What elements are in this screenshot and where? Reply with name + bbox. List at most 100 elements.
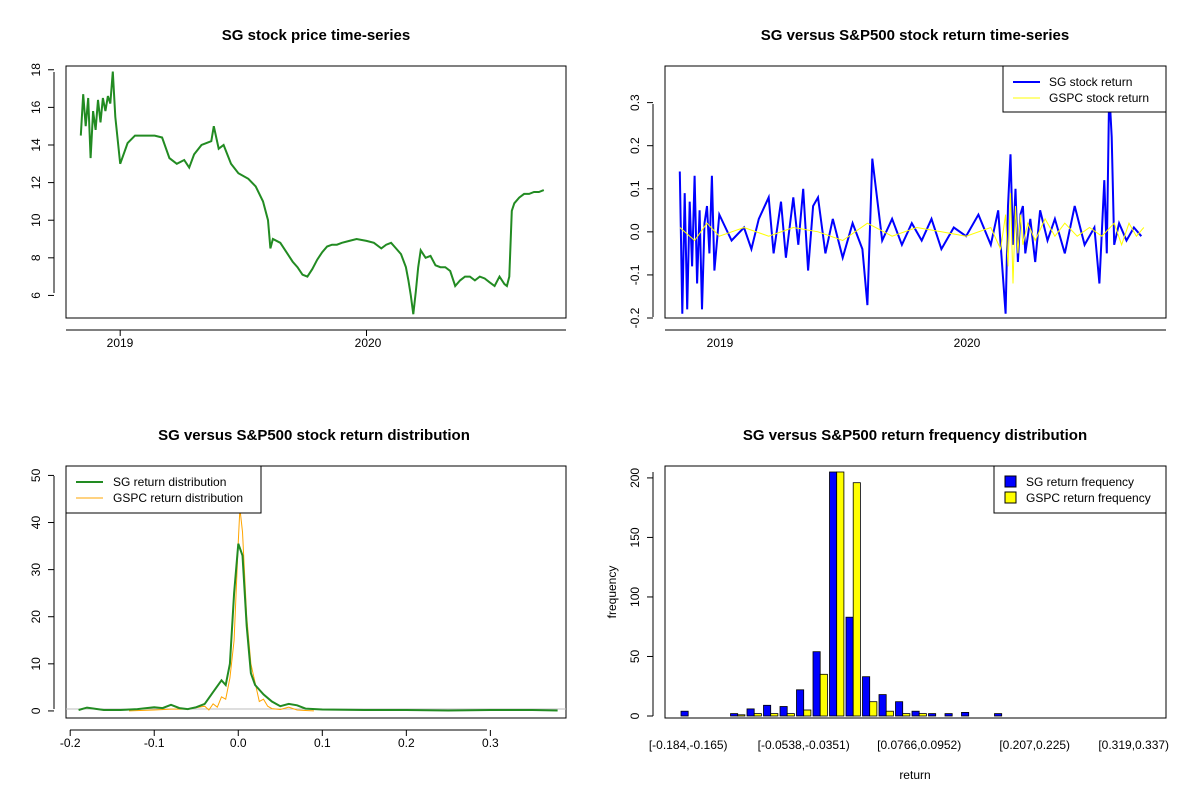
y-axis: -0.2 -0.1 0.0 0.1 0.2 0.3: [628, 94, 654, 328]
chart-title: SG versus S&P500 stock return distributi…: [158, 427, 470, 444]
legend-label: GSPC return distribution: [113, 491, 243, 505]
legend-box: [993, 465, 1167, 514]
chart-sg-price: SG stock price time-series 2019 2020 6 8…: [29, 27, 567, 350]
x-tick-label: 0.3: [482, 736, 499, 750]
y-tick-label: 0.2: [628, 137, 642, 154]
x-tick-label: 0.2: [398, 736, 415, 750]
bar: [836, 471, 845, 717]
bar: [885, 710, 894, 717]
bar: [895, 701, 904, 717]
y-tick-label: 40: [29, 516, 43, 530]
plot-box: [65, 465, 567, 719]
y-tick-label: -0.2: [628, 307, 642, 328]
plot-box: [664, 465, 1167, 719]
x-axis: 2019 2020: [66, 329, 566, 350]
y-tick-label: 150: [628, 527, 642, 547]
bar: [878, 694, 887, 717]
legend-label: SG return distribution: [113, 475, 226, 489]
plot-box: [65, 65, 567, 319]
y-tick-label: 100: [628, 587, 642, 607]
y-tick-label: 6: [29, 292, 43, 299]
x-tick-label: [0.319,0.337): [1098, 738, 1169, 752]
bar: [786, 713, 795, 717]
x-tick-label: -0.2: [60, 736, 81, 750]
y-tick-label: 14: [29, 138, 43, 152]
bar: [763, 704, 772, 717]
x-tick-label: 2019: [107, 336, 134, 350]
bar: [944, 713, 953, 717]
x-tick-label: [0.0766,0.0952): [877, 738, 961, 752]
series-line-gspc-return: [679, 193, 1145, 284]
legend-label: GSPC return frequency: [1026, 491, 1151, 505]
series-line-gspc-density: [128, 508, 314, 712]
x-tick-label: 0.1: [314, 736, 331, 750]
bar: [779, 706, 788, 717]
bar: [852, 482, 861, 717]
chart-title: SG stock price time-series: [222, 27, 410, 44]
bar: [829, 471, 838, 717]
series-line-sg-price: [79, 71, 545, 315]
y-axis-title: frequency: [605, 566, 619, 619]
y-tick-label: 0.3: [628, 94, 642, 111]
bar: [961, 712, 970, 717]
x-tick-label: 2020: [355, 336, 382, 350]
y-axis: 0 50 100 150 200: [628, 468, 654, 719]
bar: [796, 689, 805, 717]
bar: [928, 713, 937, 717]
plot-box: [664, 65, 1167, 319]
y-tick-label: -0.1: [628, 264, 642, 285]
x-tick-label: [-0.0538,-0.0351): [758, 738, 850, 752]
legend: SG return distribution GSPC return distr…: [65, 465, 262, 514]
legend: SG return frequency GSPC return frequenc…: [993, 465, 1167, 514]
x-tick-label: 2020: [954, 336, 981, 350]
legend-label: SG return frequency: [1026, 475, 1134, 489]
bar: [918, 713, 927, 717]
x-tick-label: 2019: [707, 336, 734, 350]
y-tick-label: 50: [628, 649, 642, 663]
y-tick-label: 0.0: [628, 223, 642, 240]
x-tick-label: [-0.184,-0.165): [649, 738, 728, 752]
bar: [862, 676, 871, 717]
bar: [994, 713, 1003, 717]
bar: [803, 709, 812, 717]
chart-return-distribution: SG versus S&P500 stock return distributi…: [29, 427, 567, 750]
y-tick-label: 200: [628, 468, 642, 488]
bars: [680, 471, 1003, 717]
x-axis: [-0.184,-0.165) [-0.0538,-0.0351) [0.076…: [649, 738, 1169, 752]
series-line-sg-return: [678, 89, 1143, 314]
bar: [902, 713, 911, 717]
x-axis-title: return: [899, 768, 930, 782]
x-axis: 2019 2020: [665, 329, 1166, 350]
y-tick-label: 0.1: [628, 180, 642, 197]
x-tick-label: 0.0: [230, 736, 247, 750]
y-tick-label: 12: [29, 176, 43, 190]
legend-box: [1002, 65, 1167, 113]
x-axis: -0.2 -0.1 0.0 0.1 0.2 0.3: [60, 729, 499, 750]
bar: [753, 713, 762, 717]
legend-label: GSPC stock return: [1049, 91, 1149, 105]
y-axis: 6 8 10 12 14 16 18: [29, 63, 55, 299]
bar: [869, 701, 878, 717]
legend-swatch: [1004, 475, 1017, 488]
y-tick-label: 16: [29, 100, 43, 114]
x-tick-label: -0.1: [144, 736, 165, 750]
y-tick-label: 0: [628, 712, 642, 719]
bar: [911, 710, 920, 717]
y-tick-label: 10: [29, 213, 43, 227]
legend-box: [65, 465, 262, 514]
bar: [845, 616, 854, 717]
bar: [680, 710, 689, 717]
legend-label: SG stock return: [1049, 75, 1132, 89]
bar: [812, 651, 821, 717]
bar: [730, 713, 739, 717]
bar: [770, 713, 779, 717]
legend-swatch: [1004, 491, 1017, 504]
bar: [819, 673, 828, 717]
y-tick-label: 0: [29, 707, 43, 714]
chart-return-frequency: SG versus S&P500 return frequency distri…: [605, 427, 1169, 782]
y-tick-label: 50: [29, 468, 43, 482]
chart-title: SG versus S&P500 stock return time-serie…: [761, 27, 1069, 44]
bar: [737, 714, 746, 717]
y-tick-label: 18: [29, 63, 43, 77]
